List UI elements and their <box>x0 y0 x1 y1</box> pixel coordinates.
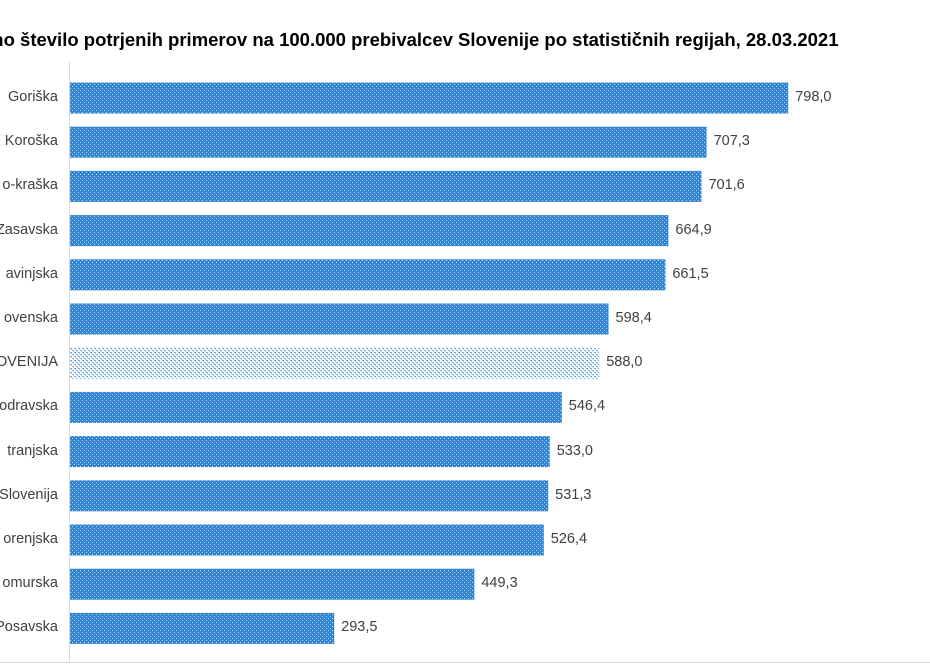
value-label: 598,4 <box>615 310 652 326</box>
chart-title: vno število potrjenih primerov na 100.00… <box>0 0 930 62</box>
category-label: Slovenija <box>0 486 58 503</box>
bar <box>70 436 550 468</box>
value-label: 664,9 <box>675 221 712 238</box>
value-label: 526,4 <box>550 531 588 547</box>
value-label: 293,5 <box>341 619 378 636</box>
value-label: 707,3 <box>713 133 750 150</box>
category-label: odravska <box>0 398 58 415</box>
plot-area: Goriška 798,0 Koroška 707,3 o-kraška 701,6 Zas… <box>0 62 930 662</box>
value-label: 661,5 <box>672 265 709 282</box>
value-label: 701,6 <box>708 177 745 194</box>
bar <box>70 215 669 247</box>
value-label: 533,0 <box>556 442 593 459</box>
category-label: tranjska <box>7 442 58 459</box>
category-label: Zasavska <box>0 221 58 238</box>
bar <box>70 524 544 556</box>
value-label: 798,0 <box>795 89 832 105</box>
category-label: orenjska <box>3 531 58 547</box>
bars-layer <box>69 62 789 662</box>
category-label: o-kraška <box>2 177 58 194</box>
bar <box>70 82 789 114</box>
bar <box>70 303 609 335</box>
category-label: Koroška <box>4 133 58 150</box>
bar-highlighted <box>70 347 600 379</box>
value-label: 531,3 <box>555 486 592 503</box>
category-label: ovenska <box>3 310 58 326</box>
bar <box>70 480 549 512</box>
bar <box>70 568 475 600</box>
value-label: 449,3 <box>481 575 518 592</box>
chart-title-text: vno število potrjenih primerov na 100.00… <box>0 29 839 50</box>
category-label: avinjska <box>5 265 58 282</box>
value-label: 588,0 <box>606 354 643 371</box>
bar <box>70 126 707 158</box>
bar <box>70 259 666 291</box>
bar <box>70 170 702 202</box>
bar <box>70 391 562 423</box>
category-label: omurska <box>2 575 58 592</box>
bar <box>70 612 335 644</box>
category-label: OVENIJA <box>0 354 58 371</box>
category-label: Posavska <box>0 619 58 636</box>
category-label: Goriška <box>8 89 58 105</box>
chart-bottom-border <box>0 662 930 663</box>
value-label: 546,4 <box>568 398 606 415</box>
